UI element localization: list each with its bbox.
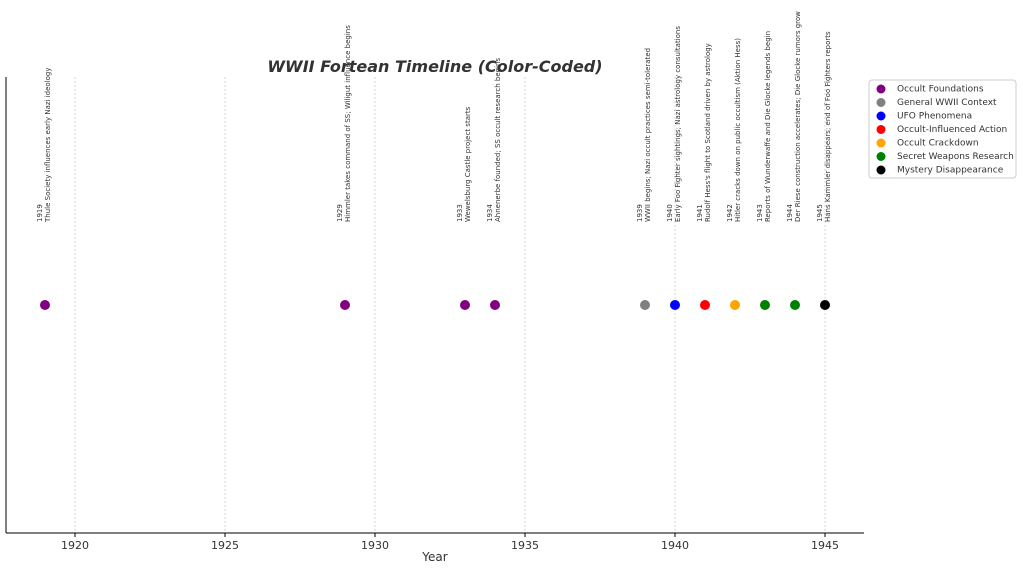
event-year: 1942	[726, 204, 734, 222]
x-tick-label: 1940	[661, 539, 689, 552]
event-point	[670, 300, 680, 310]
legend-marker	[876, 111, 886, 121]
event-point	[760, 300, 770, 310]
legend-marker	[876, 152, 886, 161]
legend-label: Occult Foundations	[897, 85, 984, 95]
event-year: 1939	[636, 204, 644, 222]
x-tick-label: 1920	[61, 539, 89, 552]
event-year: 1941	[696, 204, 704, 222]
event-label: WWII begins; Nazi occult practices semi-…	[644, 48, 652, 222]
event-label: Hitler cracks down on public occultism (…	[734, 38, 742, 222]
event-point	[730, 300, 740, 310]
legend-marker	[876, 125, 886, 134]
event-label: Ahnenerbe founded; SS occult research be…	[494, 58, 502, 222]
event-point	[460, 300, 470, 310]
x-tick-label: 1935	[511, 539, 539, 552]
event-label: Hans Kammler disappears; end of Foo Figh…	[824, 31, 832, 222]
x-tick-label: 1930	[361, 539, 389, 552]
legend-label: Secret Weapons Research	[897, 152, 1014, 162]
legend-marker	[876, 165, 886, 175]
event-label: Early Foo Fighter sightings; Nazi astrol…	[674, 26, 682, 222]
event-label: Reports of Wunderwaffe and Die Glocke le…	[764, 31, 772, 222]
event-point	[700, 300, 710, 310]
event-point	[40, 300, 50, 310]
event-year: 1940	[666, 204, 674, 222]
event-year: 1929	[336, 204, 344, 222]
legend-label: UFO Phenomena	[897, 112, 972, 122]
event-point	[490, 300, 500, 310]
x-tick-label: 1925	[211, 539, 239, 552]
event-label: Himmler takes command of SS; Wiligut inf…	[344, 25, 352, 222]
legend-marker	[876, 98, 886, 107]
event-year: 1934	[486, 204, 494, 222]
event-year: 1933	[456, 204, 464, 222]
event-point	[340, 300, 350, 310]
event-label: Wewelsburg Castle project starts	[464, 106, 472, 222]
chart-title: WWII Fortean Timeline (Color-Coded)	[267, 57, 602, 76]
legend-marker	[876, 138, 886, 148]
legend-marker	[876, 84, 886, 94]
event-year: 1944	[786, 204, 794, 222]
event-label: Thule Society influences early Nazi ideo…	[44, 67, 52, 223]
legend-label: Occult Crackdown	[897, 139, 979, 149]
legend-label: Occult-Influenced Action	[897, 125, 1007, 135]
event-label: Rudolf Hess's flight to Scotland driven …	[704, 43, 712, 222]
event-point	[790, 300, 800, 310]
x-axis-label: Year	[421, 550, 447, 564]
event-year: 1945	[816, 204, 824, 222]
event-year: 1943	[756, 204, 764, 222]
event-label: Der Riese construction accelerates; Die …	[794, 11, 802, 222]
event-year: 1919	[36, 204, 44, 222]
legend-label: General WWII Context	[897, 98, 997, 108]
event-point	[820, 300, 830, 310]
event-point	[640, 300, 650, 310]
legend-box	[868, 79, 1017, 179]
x-tick-label: 1945	[811, 539, 839, 552]
legend-label: Mystery Disappearance	[897, 166, 1004, 176]
